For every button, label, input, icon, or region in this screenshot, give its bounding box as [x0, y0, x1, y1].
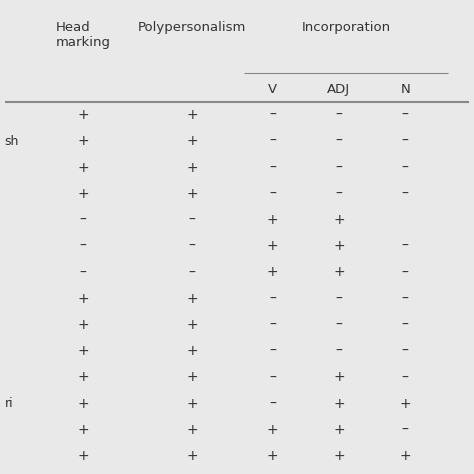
Text: –: –: [269, 292, 276, 306]
Text: +: +: [186, 134, 198, 148]
Text: +: +: [186, 370, 198, 384]
Text: +: +: [333, 265, 345, 280]
Text: –: –: [269, 108, 276, 122]
Text: –: –: [336, 108, 342, 122]
Text: +: +: [77, 187, 89, 201]
Text: +: +: [186, 292, 198, 306]
Text: +: +: [267, 265, 278, 280]
Text: –: –: [189, 239, 195, 253]
Text: ri: ri: [5, 397, 13, 410]
Text: +: +: [77, 134, 89, 148]
Text: –: –: [336, 134, 342, 148]
Text: +: +: [77, 292, 89, 306]
Text: –: –: [336, 161, 342, 174]
Text: +: +: [333, 423, 345, 437]
Text: –: –: [402, 370, 409, 384]
Text: +: +: [186, 397, 198, 410]
Text: +: +: [333, 239, 345, 253]
Text: +: +: [186, 449, 198, 463]
Text: +: +: [186, 318, 198, 332]
Text: +: +: [333, 449, 345, 463]
Text: –: –: [269, 397, 276, 410]
Text: sh: sh: [5, 135, 19, 148]
Text: –: –: [189, 213, 195, 227]
Text: –: –: [402, 423, 409, 437]
Text: +: +: [400, 397, 411, 410]
Text: +: +: [333, 213, 345, 227]
Text: +: +: [267, 423, 278, 437]
Text: –: –: [269, 344, 276, 358]
Text: +: +: [400, 449, 411, 463]
Text: –: –: [402, 318, 409, 332]
Text: –: –: [402, 265, 409, 280]
Text: +: +: [77, 449, 89, 463]
Text: –: –: [402, 134, 409, 148]
Text: +: +: [77, 370, 89, 384]
Text: +: +: [186, 423, 198, 437]
Text: +: +: [77, 108, 89, 122]
Text: +: +: [267, 239, 278, 253]
Text: Polypersonalism: Polypersonalism: [138, 21, 246, 34]
Text: +: +: [186, 344, 198, 358]
Text: –: –: [402, 187, 409, 201]
Text: +: +: [186, 187, 198, 201]
Text: +: +: [267, 213, 278, 227]
Text: –: –: [402, 239, 409, 253]
Text: +: +: [186, 108, 198, 122]
Text: –: –: [336, 318, 342, 332]
Text: –: –: [269, 161, 276, 174]
Text: –: –: [402, 344, 409, 358]
Text: –: –: [336, 292, 342, 306]
Text: Head
marking: Head marking: [55, 21, 110, 49]
Text: ADJ: ADJ: [328, 83, 350, 96]
Text: +: +: [77, 397, 89, 410]
Text: Incorporation: Incorporation: [301, 21, 391, 34]
Text: –: –: [402, 108, 409, 122]
Text: +: +: [333, 397, 345, 410]
Text: –: –: [336, 344, 342, 358]
Text: –: –: [269, 187, 276, 201]
Text: +: +: [186, 161, 198, 174]
Text: V: V: [268, 83, 277, 96]
Text: –: –: [269, 134, 276, 148]
Text: N: N: [401, 83, 410, 96]
Text: –: –: [402, 292, 409, 306]
Text: –: –: [80, 265, 86, 280]
Text: –: –: [269, 318, 276, 332]
Text: –: –: [80, 239, 86, 253]
Text: +: +: [77, 423, 89, 437]
Text: –: –: [336, 187, 342, 201]
Text: +: +: [77, 344, 89, 358]
Text: +: +: [267, 449, 278, 463]
Text: –: –: [269, 370, 276, 384]
Text: +: +: [77, 318, 89, 332]
Text: –: –: [402, 161, 409, 174]
Text: +: +: [77, 161, 89, 174]
Text: –: –: [189, 265, 195, 280]
Text: –: –: [80, 213, 86, 227]
Text: +: +: [333, 370, 345, 384]
